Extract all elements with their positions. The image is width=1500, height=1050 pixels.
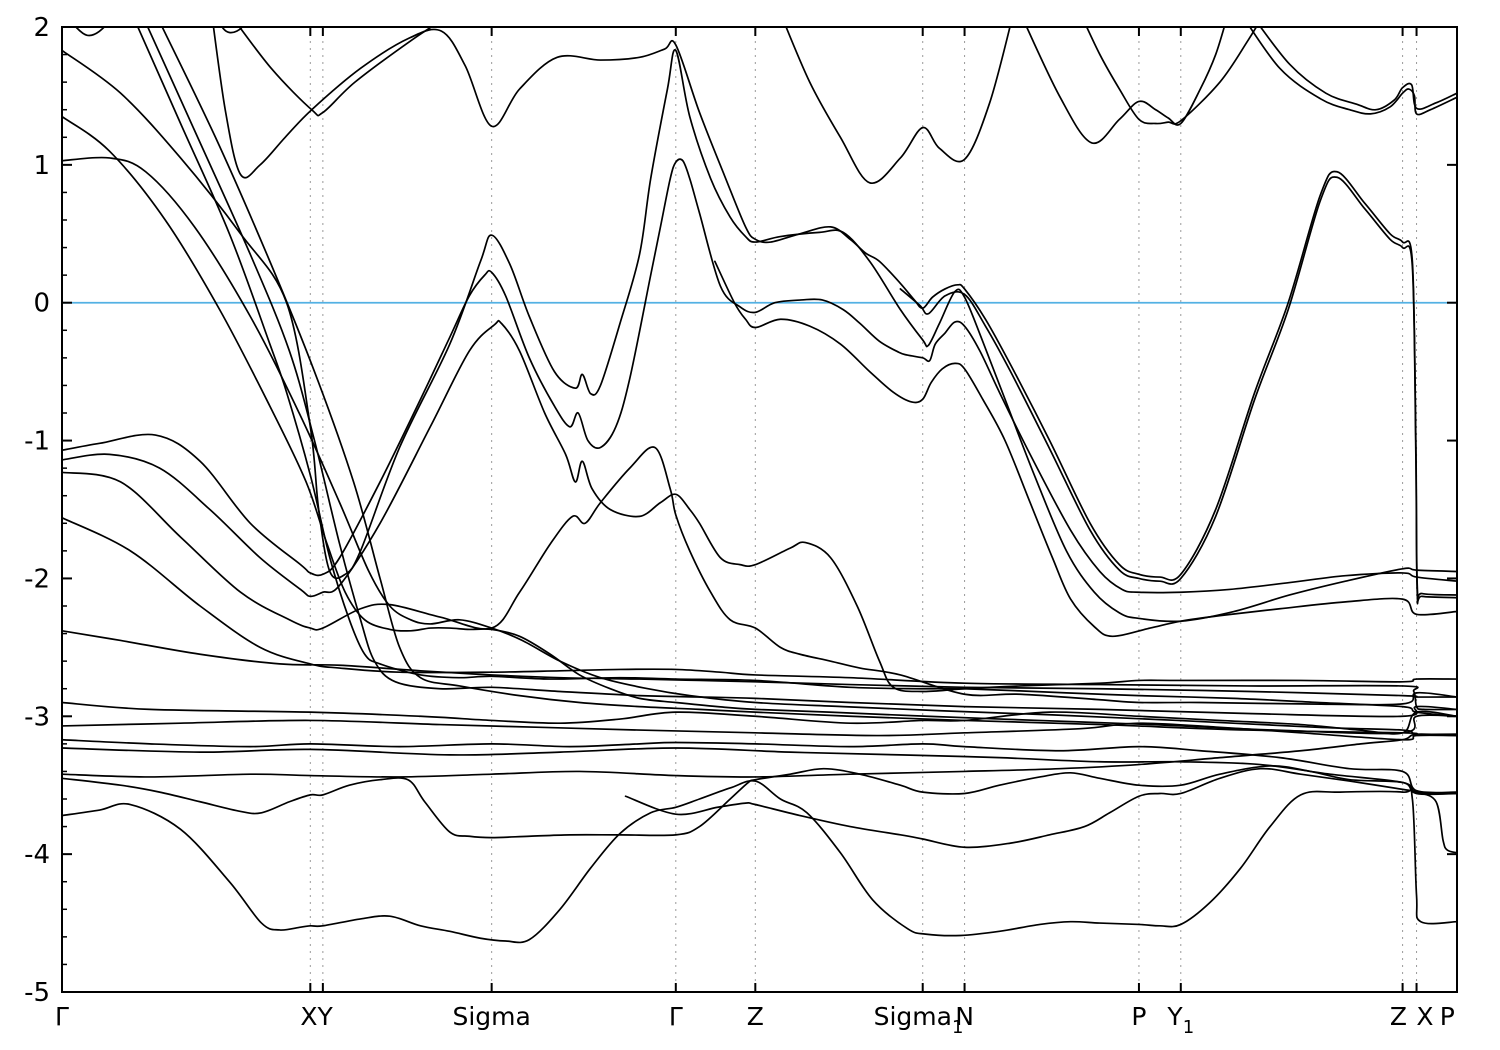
y-tick-label: -2	[24, 564, 50, 594]
y-tick-label: -1	[24, 427, 50, 457]
band-23	[62, 738, 1457, 794]
y-tick-label: 2	[33, 13, 50, 43]
band-27	[624, 767, 1457, 854]
band-25	[62, 733, 1457, 778]
band-09	[1248, 27, 1457, 116]
band-26	[62, 765, 1457, 839]
y-tick-label: 1	[33, 151, 50, 181]
band-05	[899, 176, 1457, 605]
y-tick-label: -4	[24, 840, 50, 870]
band-13	[161, 27, 1457, 736]
band-30	[62, 115, 1457, 735]
x-symmetry-label: Γ	[669, 1002, 683, 1031]
band-31	[62, 156, 1457, 736]
x-symmetry-label: Z	[1390, 1002, 1407, 1031]
axis-ticks	[61, 26, 1458, 993]
band-24	[62, 747, 1457, 795]
band-32	[238, 27, 433, 117]
band-07	[1025, 27, 1226, 145]
band-16	[714, 260, 1457, 638]
x-symmetry-label: Sigma	[452, 1002, 530, 1031]
bands	[62, 27, 1457, 944]
band-11	[136, 27, 1457, 718]
x-symmetry-label: Γ	[55, 1002, 69, 1031]
x-symmetry-label: P	[1440, 1002, 1455, 1031]
band-28	[62, 779, 1457, 944]
x-symmetry-label: Y1	[1166, 1002, 1194, 1038]
x-symmetry-label: N	[955, 1002, 974, 1031]
band-12	[146, 27, 1457, 718]
band-18	[62, 446, 1457, 706]
band-20	[62, 629, 1457, 698]
band-17	[62, 319, 1457, 693]
x-symmetry-label: Sigma1	[874, 1002, 964, 1038]
plot-border	[61, 26, 1458, 993]
x-symmetry-label: P	[1131, 1002, 1146, 1031]
y-tick-label: -5	[24, 978, 50, 1008]
y-tick-label: 0	[33, 289, 50, 319]
x-symmetry-label: Z	[747, 1002, 764, 1031]
x-symmetry-label: XY	[300, 1002, 333, 1031]
band-14	[62, 158, 1457, 594]
band-22	[62, 719, 1457, 741]
band-01	[74, 27, 106, 37]
y-tick-label: -3	[24, 702, 50, 732]
band-02	[221, 27, 244, 34]
band-08	[1085, 27, 1258, 125]
x-symmetry-label: X	[1416, 1002, 1433, 1031]
band-19	[62, 516, 1457, 711]
y-axis-labels: 2 1 0 -1 -2 -3 -4 -5	[24, 13, 50, 1008]
band-10	[1259, 27, 1457, 111]
band-06	[785, 27, 1011, 184]
